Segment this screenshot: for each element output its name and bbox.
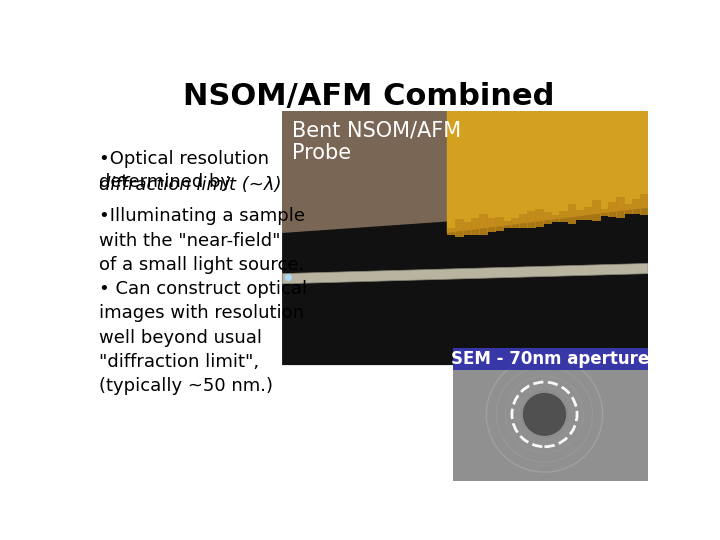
Bar xyxy=(527,211,536,228)
Bar xyxy=(511,218,520,228)
Bar xyxy=(600,209,608,215)
Polygon shape xyxy=(447,111,648,233)
Bar xyxy=(567,204,577,224)
Bar xyxy=(455,219,464,238)
Text: NSOM/AFM Combined: NSOM/AFM Combined xyxy=(184,82,554,111)
Bar xyxy=(584,206,593,220)
Bar xyxy=(632,199,641,214)
Bar xyxy=(519,214,528,228)
Bar xyxy=(624,204,633,213)
Bar xyxy=(453,348,648,481)
Bar xyxy=(640,194,649,214)
Bar xyxy=(592,200,600,221)
Bar xyxy=(503,221,512,228)
Text: diffraction limit (~λ): diffraction limit (~λ) xyxy=(99,177,282,194)
Bar xyxy=(487,218,496,232)
Polygon shape xyxy=(282,264,648,284)
Bar xyxy=(495,217,504,231)
Bar xyxy=(536,209,544,227)
Bar xyxy=(453,348,648,370)
Bar xyxy=(544,212,552,225)
Bar xyxy=(552,215,560,222)
Bar xyxy=(559,211,568,222)
Polygon shape xyxy=(282,207,648,365)
Bar xyxy=(616,197,625,218)
Bar xyxy=(471,218,480,235)
Text: SEM - 70nm aperture: SEM - 70nm aperture xyxy=(451,350,649,368)
Text: •Illuminating a sample
with the "near-field"
of a small light source.
• Can cons: •Illuminating a sample with the "near-fi… xyxy=(99,207,307,395)
Bar xyxy=(575,210,585,220)
Bar xyxy=(608,202,616,217)
Text: •Optical resolution
determined by: •Optical resolution determined by xyxy=(99,150,269,191)
Bar xyxy=(447,228,456,235)
Circle shape xyxy=(523,393,566,436)
Bar xyxy=(463,222,472,235)
Bar xyxy=(479,214,488,235)
Bar xyxy=(282,111,648,365)
Text: Bent NSOM/AFM
Probe: Bent NSOM/AFM Probe xyxy=(292,120,461,164)
